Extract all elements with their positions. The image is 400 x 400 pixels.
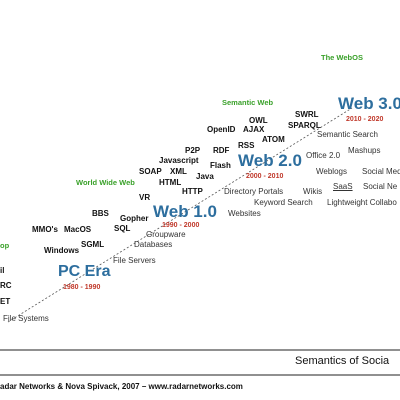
feature-lightweight-collab: Lightweight Collabo: [327, 198, 397, 207]
tech-bbs: BBS: [92, 209, 109, 218]
tech-macos: MacOS: [64, 225, 92, 234]
era-pc-title: PC Era: [58, 263, 111, 280]
feature-social-networks: Social Ne: [363, 182, 398, 191]
feature-groupware: Groupware: [146, 230, 186, 239]
tech-p2p: P2P: [185, 146, 201, 155]
tech-swrl: SWRL: [295, 110, 319, 119]
feature-mashups: Mashups: [348, 146, 381, 155]
tech-rss: RSS: [238, 141, 255, 150]
era-web20-title: Web 2.0: [238, 151, 302, 170]
feature-file-servers: File Servers: [113, 256, 156, 265]
feature-databases: Databases: [134, 240, 173, 249]
era-web30-title: Web 3.0: [338, 94, 400, 113]
era-web10-range: 1990 - 2000: [162, 222, 200, 229]
era-web30-range: 2010 - 2020: [346, 116, 384, 123]
feature-file-systems: File Systems: [3, 314, 49, 323]
era-web20-range: 2000 - 2010: [246, 173, 284, 180]
milestone-webos: The WebOS: [321, 53, 363, 62]
tech-sparql: SPARQL: [288, 121, 321, 130]
era-pc-range: 1980 - 1990: [63, 284, 101, 291]
milestone-world-wide-web: World Wide Web: [76, 178, 135, 187]
milestone-desktop-partial: op: [0, 241, 10, 250]
feature-weblogs: Weblogs: [316, 167, 347, 176]
tech-openid: OpenID: [207, 125, 236, 134]
feature-saas: SaaS: [333, 182, 353, 191]
tech-flash: Flash: [210, 161, 231, 170]
feature-semantic-search: Semantic Search: [317, 130, 378, 139]
tech-vr: VR: [139, 193, 151, 202]
trend-dotted-line: [7, 107, 353, 323]
tech-http: HTTP: [182, 187, 203, 196]
tech-sql: SQL: [114, 224, 131, 233]
tech-partial-il: il: [0, 266, 5, 275]
tech-partial-rc: RC: [0, 281, 12, 290]
tech-java: Java: [196, 172, 214, 181]
feature-websites: Websites: [228, 209, 261, 218]
feature-directory-portals: Directory Portals: [224, 187, 284, 196]
tech-atom: ATOM: [262, 135, 285, 144]
tech-javascript: Javascript: [159, 156, 199, 165]
feature-social-media: Social Media: [362, 167, 400, 176]
tech-gopher: Gopher: [120, 214, 149, 223]
era-web10-title: Web 1.0: [153, 202, 217, 221]
feature-wikis: Wikis: [303, 187, 323, 196]
tech-soap: SOAP: [139, 167, 162, 176]
tech-owl: OWL: [249, 116, 268, 125]
tech-partial-et: ET: [0, 297, 11, 306]
tech-xml: XML: [170, 167, 187, 176]
milestone-semantic-web: Semantic Web: [222, 98, 274, 107]
feature-office-2: Office 2.0: [306, 151, 341, 160]
tech-html: HTML: [159, 178, 182, 187]
footer-credit: adar Networks & Nova Spivack, 2007 – www…: [0, 382, 243, 391]
feature-keyword-search: Keyword Search: [254, 198, 313, 207]
tech-sgml: SGML: [81, 240, 105, 249]
tech-windows: Windows: [44, 246, 80, 255]
footer-title: Semantics of Socia: [295, 355, 390, 367]
tech-mmos: MMO's: [32, 225, 58, 234]
tech-ajax: AJAX: [243, 125, 265, 134]
tech-rdf: RDF: [213, 146, 230, 155]
